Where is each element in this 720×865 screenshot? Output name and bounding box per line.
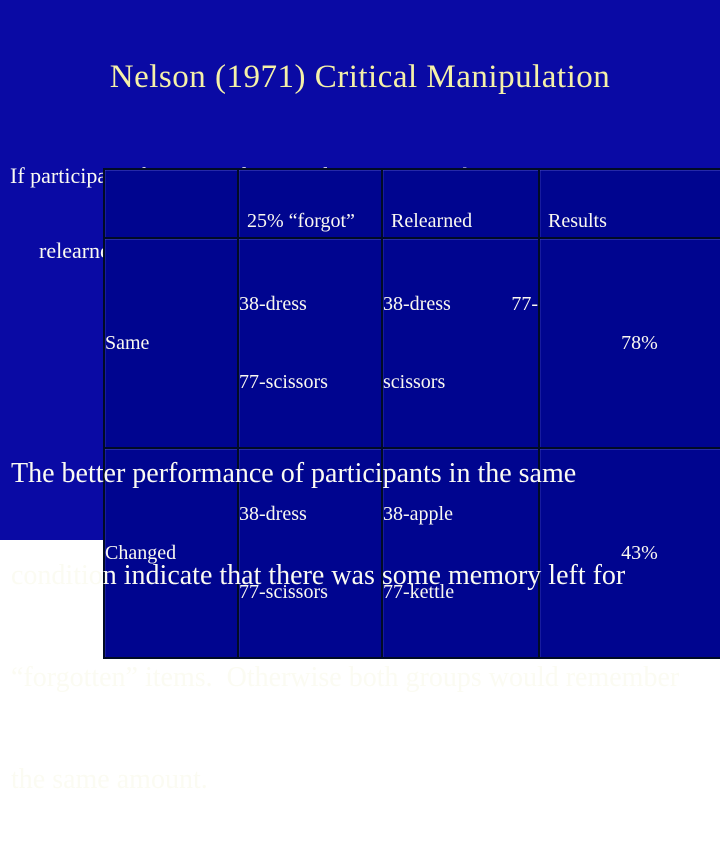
pair-line: 38-apple — [383, 503, 453, 525]
conclusion-paragraph: The better performance of participants i… — [11, 389, 717, 865]
table-header-row: 25% “forgot” Relearned Results — [103, 168, 720, 239]
conclusion-line-2: condition indicate that there was some m… — [11, 560, 626, 591]
pair-line: 38-dress 77- — [383, 293, 538, 315]
conclusion-line-4: the same amount. — [11, 764, 208, 795]
pair-line: 77-scissors — [239, 371, 328, 393]
header-cell-results: Results — [538, 168, 720, 239]
slide-title: Nelson (1971) Critical Manipulation — [109, 59, 611, 95]
pair-line: 38-dress — [239, 503, 307, 525]
header-cell-forgot: 25% “forgot” — [237, 168, 383, 239]
header-cell-relearned: Relearned — [381, 168, 540, 239]
pair-line: scissors — [383, 371, 446, 393]
table-row-same: Same 38-dress 77-scissors 38-dress 77- s… — [103, 237, 720, 449]
conclusion-line-3: “forgotten” items. Otherwise both groups… — [11, 662, 680, 693]
cell-same-result: 78% — [538, 237, 720, 449]
cell-same-label: Same — [103, 237, 239, 449]
cell-same-relearned: 38-dress 77- scissors — [381, 237, 540, 449]
conclusion-line-1: The better performance of participants i… — [11, 458, 577, 489]
cell-same-forgot: 38-dress 77-scissors — [237, 237, 383, 449]
pair-line: 38-dress — [239, 293, 307, 315]
header-cell-condition — [103, 168, 239, 239]
presentation-slide: Nelson (1971) Critical Manipulation If p… — [0, 0, 720, 795]
